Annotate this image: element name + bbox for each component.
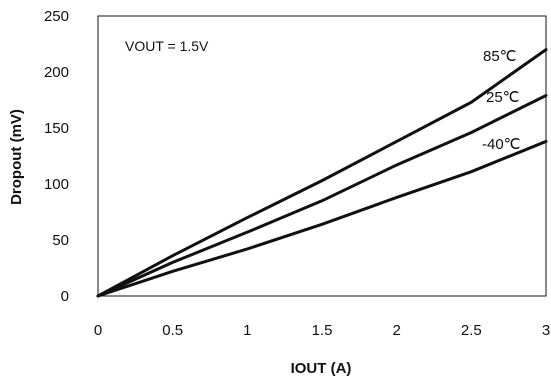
plot-area	[97, 15, 547, 297]
vout-annotation: VOUT = 1.5V	[125, 38, 209, 54]
labels-layer: 0 0.5 1 1.5 2 2.5 3 0 50 100 150 200 250 85℃ 25℃ -40℃	[44, 8, 550, 339]
y-axis-title: Dropout (mV)	[8, 109, 25, 205]
y-tick-label: 0	[61, 288, 69, 305]
axes-layer	[97, 15, 547, 297]
x-tick-label: 0.5	[162, 322, 183, 339]
x-tick-label: 3	[542, 322, 550, 339]
series-line-2	[96, 139, 548, 298]
x-tick-label: 2	[392, 322, 400, 339]
series-line-1	[96, 94, 548, 298]
y-tick-label: 250	[44, 8, 69, 25]
x-tick-label: 0	[94, 322, 102, 339]
series-label-1: 25℃	[486, 89, 520, 106]
y-tick-label: 100	[44, 176, 69, 193]
x-tick-label: 1.5	[312, 322, 333, 339]
y-tick-label: 200	[44, 64, 69, 81]
series-layer	[96, 48, 548, 298]
series-label-0: 85℃	[483, 48, 517, 65]
series-line-0	[96, 48, 548, 298]
x-tick-label: 2.5	[461, 322, 482, 339]
y-tick-label: 50	[52, 232, 69, 249]
y-tick-label: 150	[44, 120, 69, 137]
x-tick-label: 1	[243, 322, 251, 339]
x-axis-title: IOUT (A)	[291, 360, 352, 377]
series-label-2: -40℃	[482, 136, 521, 153]
